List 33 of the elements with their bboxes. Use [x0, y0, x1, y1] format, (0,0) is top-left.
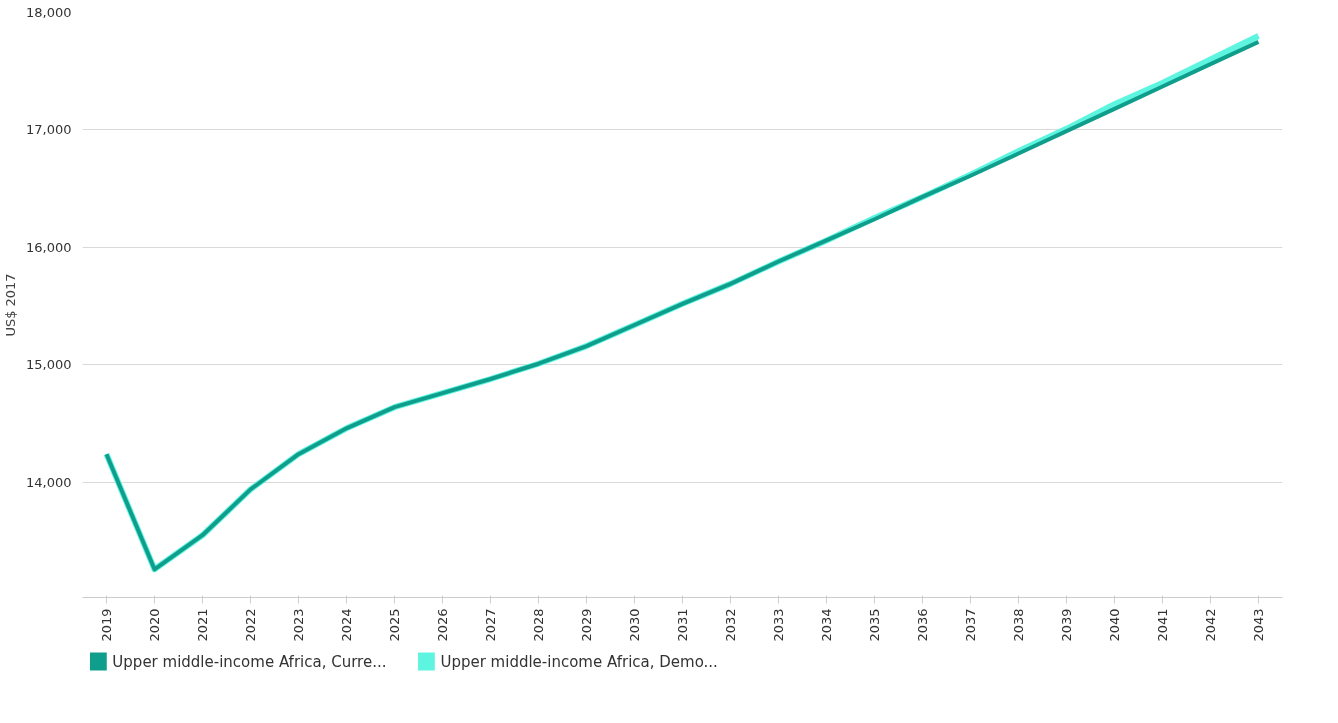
y-tick-label: 15,000 [26, 357, 72, 373]
x-tick-label: 2033 [771, 608, 786, 642]
x-tick-label: 2032 [723, 608, 738, 642]
x-tick-label: 2023 [291, 608, 306, 642]
y-tick-label: 17,000 [26, 122, 72, 138]
x-tick-label: 2039 [1059, 608, 1074, 642]
y-tick-label: 16,000 [26, 239, 72, 255]
x-tick-label: 2040 [1107, 608, 1122, 642]
x-tick-label: 2035 [867, 608, 882, 642]
y-tick-label: 18,000 [26, 5, 72, 20]
x-tick-label: 2022 [243, 608, 258, 642]
x-tick-label: 2041 [1155, 608, 1170, 642]
x-tick-label: 2020 [147, 608, 162, 642]
x-tick-label: 2031 [675, 608, 690, 642]
x-tick-label: 2027 [483, 608, 498, 642]
x-tick-label: 2037 [963, 608, 978, 642]
x-tick-label: 2042 [1203, 608, 1218, 642]
x-tick-label: 2028 [531, 608, 546, 642]
x-tick-label: 2021 [195, 608, 210, 642]
x-tick-label: 2043 [1251, 608, 1266, 642]
x-tick-label: 2038 [1011, 608, 1026, 642]
legend-label: Upper middle-income Africa, Curre... [112, 652, 387, 671]
legend-label: Upper middle-income Africa, Demo... [440, 652, 718, 671]
x-tick-label: 2024 [339, 608, 354, 642]
y-tick-label: 14,000 [26, 474, 72, 490]
y-axis-title: US$ 2017 [3, 273, 19, 337]
x-tick-label: 2026 [435, 608, 450, 642]
x-tick-label: 2034 [819, 608, 834, 642]
x-tick-label: 2036 [915, 608, 930, 642]
x-tick-label: 2030 [627, 608, 642, 642]
x-tick-label: 2025 [387, 608, 402, 642]
x-tick-label: 2029 [579, 608, 594, 642]
x-tick-label: 2019 [99, 608, 114, 642]
